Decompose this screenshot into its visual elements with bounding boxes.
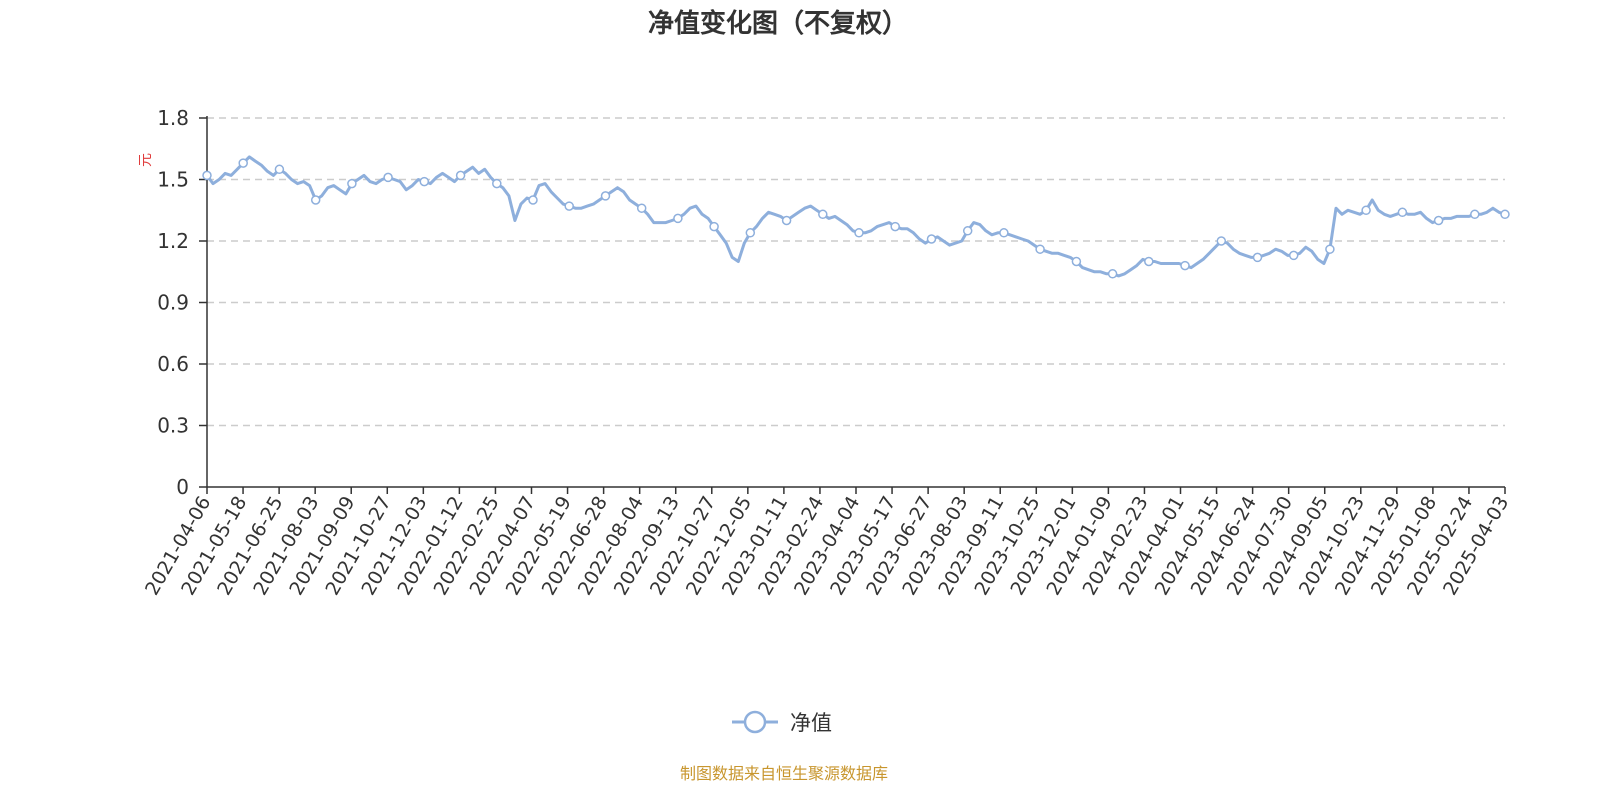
data-point (1107, 269, 1118, 279)
data-point (926, 234, 937, 244)
data-point (202, 170, 212, 181)
data-point (818, 209, 828, 220)
data-point (745, 228, 756, 238)
legend-circle-icon (743, 710, 767, 734)
y-tick-label: 1.8 (157, 106, 189, 130)
y-tick-labels: 0 0.3 0.6 0.9 1.2 1.5 1.8 (157, 106, 189, 499)
data-point (455, 170, 466, 181)
data-point (1288, 250, 1299, 261)
data-point (962, 226, 973, 236)
axes (199, 116, 1506, 494)
y-tick-label: 0 (176, 475, 189, 499)
legend-label: 净值 (790, 711, 832, 735)
data-point (347, 178, 357, 189)
y-tick-label: 0.9 (157, 291, 189, 315)
data-point (781, 215, 792, 226)
data-point (1361, 205, 1371, 216)
data-point (310, 195, 321, 205)
data-point (1216, 236, 1227, 246)
data-point (1252, 252, 1263, 263)
data-point (709, 221, 719, 232)
grid-lines (207, 117, 1505, 427)
data-point (1144, 256, 1154, 267)
data-point (1071, 256, 1082, 267)
series-layer (202, 155, 1510, 279)
data-point (1433, 215, 1444, 226)
data-point (564, 201, 574, 211)
data-point (492, 178, 502, 189)
data-point (1325, 244, 1335, 254)
series-line (205, 155, 1506, 278)
data-point (1397, 207, 1408, 218)
data-point (854, 228, 864, 238)
data-point (238, 158, 248, 168)
y-tick-label: 0.6 (157, 352, 189, 376)
data-point (528, 195, 538, 205)
data-point (274, 164, 285, 175)
data-point (1500, 209, 1510, 220)
data-source-note: 制图数据来自恒生聚源数据库 (680, 764, 888, 783)
data-point (999, 228, 1009, 238)
y-tick-label: 1.5 (157, 168, 189, 192)
x-tick-labels: 2021-04-062021-05-182021-06-252021-08-03… (141, 493, 1513, 600)
data-point (890, 221, 900, 232)
data-point (383, 172, 393, 183)
data-point (600, 191, 611, 201)
data-point (419, 176, 430, 187)
y-tick-label: 1.2 (157, 229, 189, 253)
data-point (1470, 209, 1480, 220)
y-tick-label: 0.3 (157, 414, 189, 438)
y-axis-unit: 元 (138, 153, 154, 167)
legend[interactable]: 净值 (732, 710, 832, 735)
data-point (1035, 244, 1045, 254)
chart-title: 净值变化图（不复权） (648, 8, 908, 39)
data-point (636, 203, 647, 213)
data-point (673, 213, 683, 224)
data-point (1180, 260, 1190, 271)
